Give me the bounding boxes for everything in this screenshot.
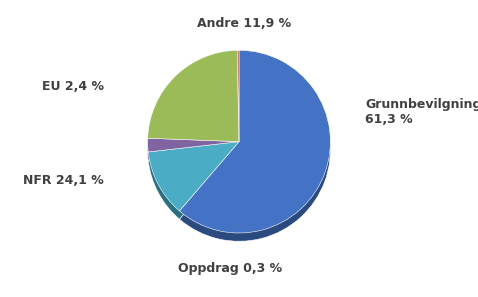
Wedge shape <box>179 50 330 233</box>
Wedge shape <box>148 138 239 152</box>
Text: Andre 11,9 %: Andre 11,9 % <box>196 17 291 30</box>
Wedge shape <box>237 50 239 142</box>
Text: Oppdrag 0,3 %: Oppdrag 0,3 % <box>178 262 282 275</box>
Wedge shape <box>148 50 239 142</box>
Text: EU 2,4 %: EU 2,4 % <box>42 80 104 93</box>
Text: Grunnbevilgning
61,3 %: Grunnbevilgning 61,3 % <box>365 98 478 127</box>
Wedge shape <box>237 59 239 150</box>
Wedge shape <box>179 59 330 241</box>
Text: NFR 24,1 %: NFR 24,1 % <box>23 173 104 187</box>
Wedge shape <box>148 142 239 211</box>
Wedge shape <box>148 146 239 160</box>
Wedge shape <box>148 150 239 219</box>
Wedge shape <box>148 59 239 150</box>
